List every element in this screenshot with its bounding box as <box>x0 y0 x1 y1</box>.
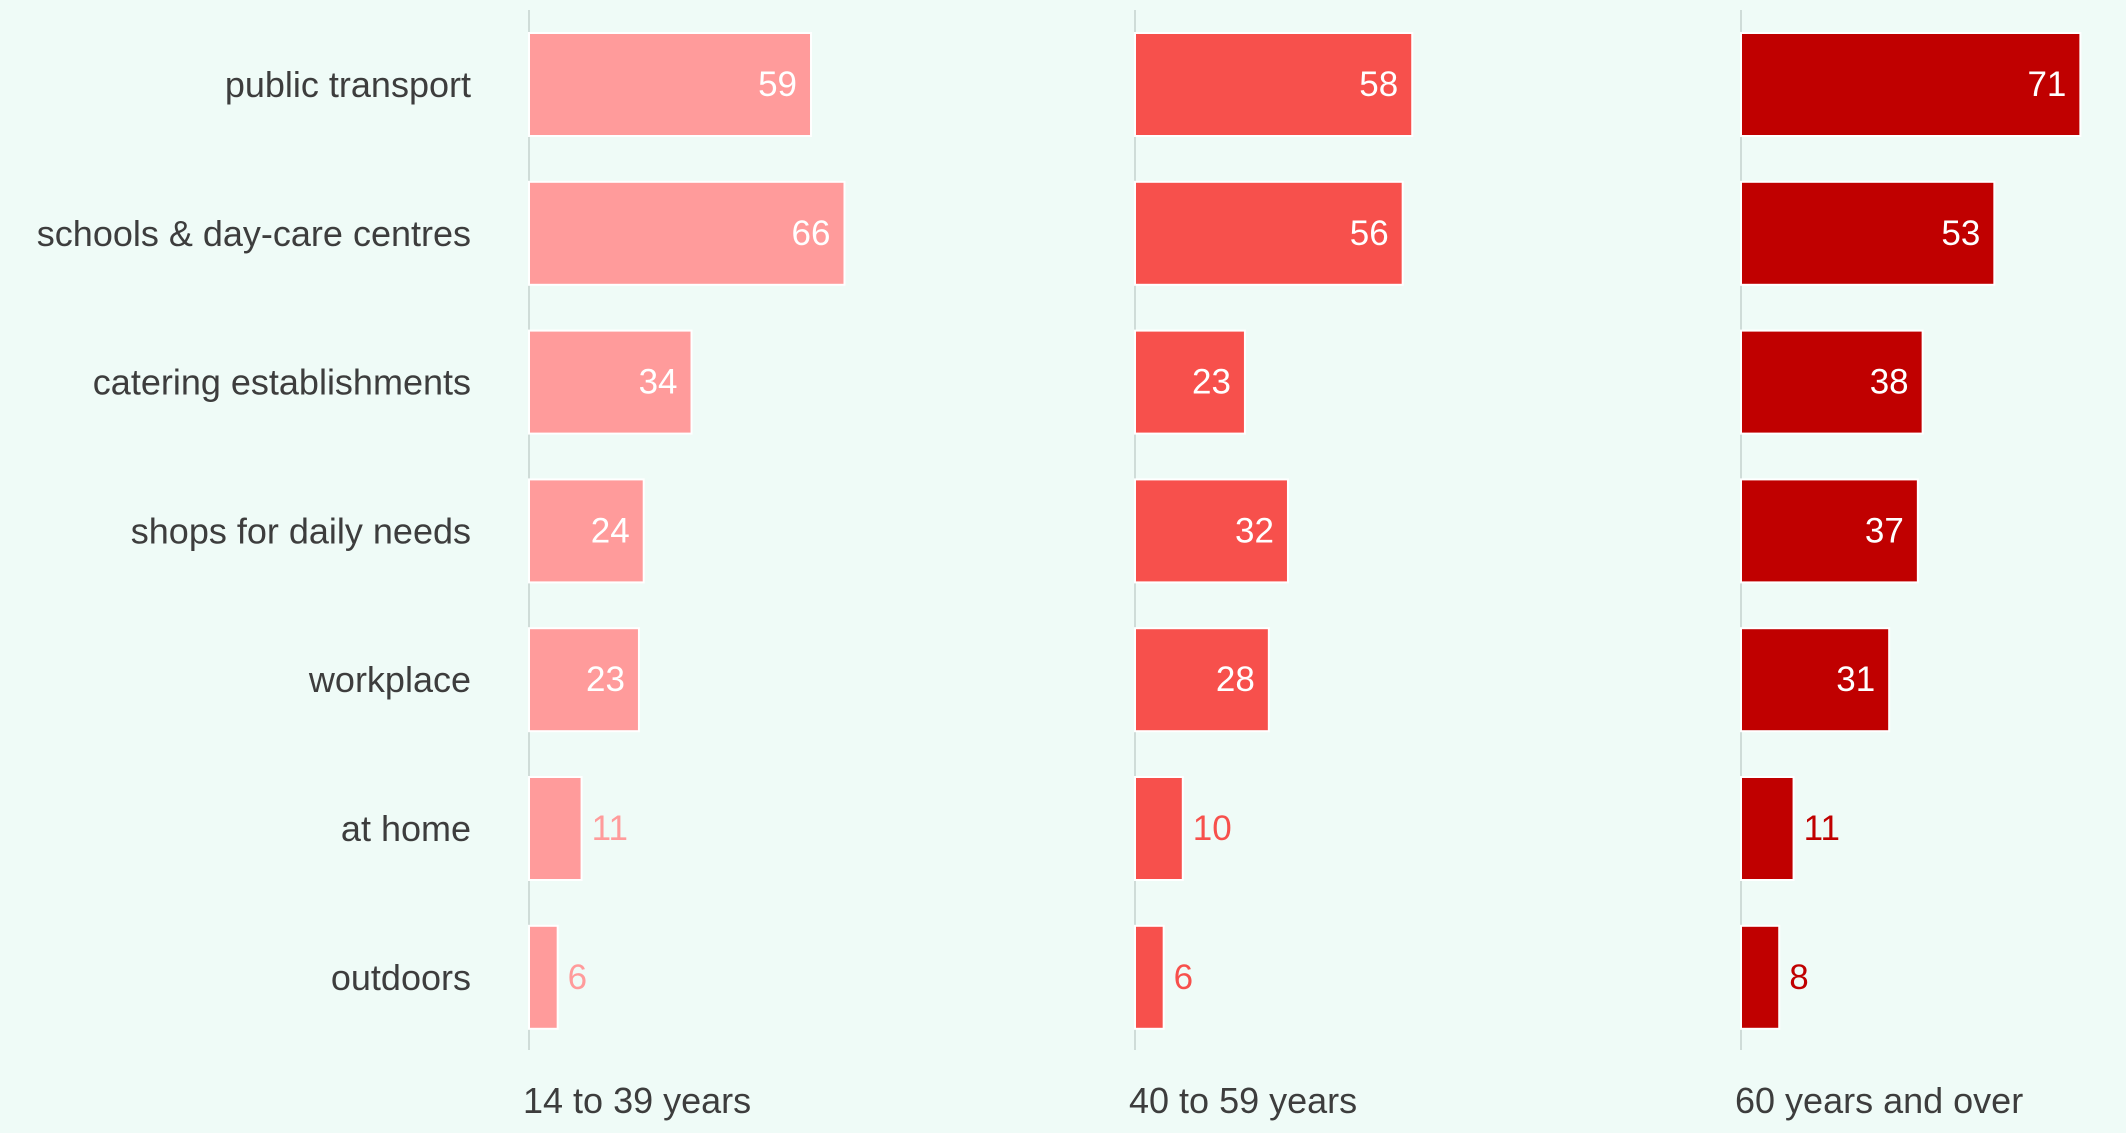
value-label: 59 <box>758 65 797 104</box>
bar <box>1134 478 1289 584</box>
value-label: 10 <box>1193 809 1232 848</box>
bar <box>528 329 693 435</box>
category-label: shops for daily needs <box>131 510 471 551</box>
value-label: 23 <box>1192 363 1231 402</box>
bar <box>1740 32 2082 137</box>
bar <box>528 32 813 137</box>
bar <box>1134 776 1184 881</box>
bar <box>1740 627 1891 733</box>
value-label: 6 <box>568 958 587 997</box>
panel-label: 60 years and over <box>1735 1080 2023 1121</box>
bar <box>1740 329 1924 435</box>
bar <box>1134 180 1404 286</box>
bar <box>1134 924 1165 1030</box>
bar <box>528 924 559 1030</box>
value-label: 53 <box>1941 214 1980 253</box>
category-labels: public transport schools & day-care centr… <box>37 64 471 998</box>
bar <box>528 478 645 584</box>
panel: 59 66 34 24 23 11 6 14 to 39 years <box>523 10 846 1121</box>
bar <box>1740 478 1919 584</box>
value-label: 71 <box>2027 65 2066 104</box>
panel-label: 40 to 59 years <box>1129 1080 1357 1121</box>
bar <box>1134 32 1414 137</box>
category-label: at home <box>341 808 471 849</box>
value-label: 66 <box>792 214 831 253</box>
value-label: 31 <box>1836 660 1875 699</box>
chart-panels: 59 66 34 24 23 11 6 14 to 39 years 58 56 23 32 28 10 6… <box>523 10 2082 1121</box>
category-label: catering establishments <box>93 362 471 403</box>
panel: 58 56 23 32 28 10 6 40 to 59 years <box>1129 10 1414 1121</box>
bar <box>528 627 640 733</box>
panel: 71 53 38 37 31 11 8 60 years and over <box>1735 10 2082 1121</box>
value-label: 8 <box>1789 958 1808 997</box>
value-label: 37 <box>1865 511 1904 550</box>
value-label: 24 <box>591 511 630 550</box>
bar <box>1134 329 1246 435</box>
value-label: 23 <box>586 660 625 699</box>
value-label: 56 <box>1350 214 1389 253</box>
value-label: 11 <box>592 809 628 848</box>
value-label: 28 <box>1216 660 1255 699</box>
bar <box>1740 776 1795 881</box>
value-label: 58 <box>1359 65 1398 104</box>
bar <box>1740 924 1781 1030</box>
category-label: schools & day-care centres <box>37 213 471 254</box>
bar <box>1134 627 1270 733</box>
value-label: 34 <box>639 363 678 402</box>
category-label: workplace <box>308 659 471 700</box>
category-label: outdoors <box>331 957 471 998</box>
bar <box>528 776 583 881</box>
value-label: 32 <box>1235 511 1274 550</box>
bar <box>1740 180 1996 286</box>
value-label: 6 <box>1174 958 1193 997</box>
category-label: public transport <box>225 64 471 105</box>
bar <box>528 180 846 286</box>
panel-label: 14 to 39 years <box>523 1080 751 1121</box>
value-label: 38 <box>1870 363 1909 402</box>
value-label: 11 <box>1804 809 1840 848</box>
